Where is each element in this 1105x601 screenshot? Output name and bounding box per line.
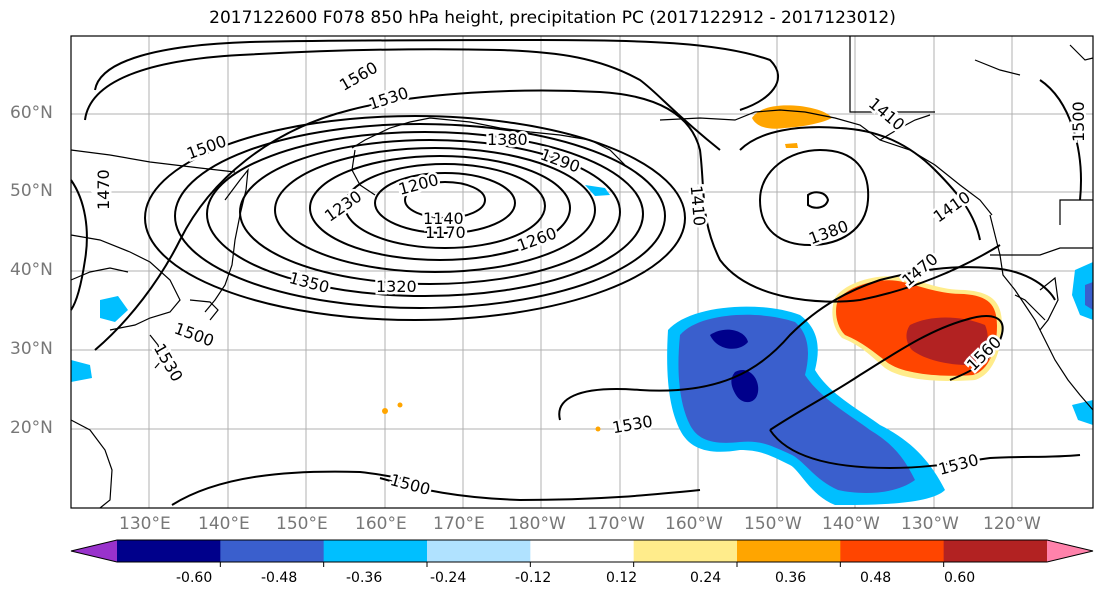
contour-label: 1470	[94, 169, 113, 210]
lat-label: 60°N	[10, 103, 53, 123]
colorbar-tick-label: -0.36	[346, 570, 383, 586]
colorbar-tick-label: 0.12	[606, 570, 638, 586]
lon-label: 140°W	[822, 514, 880, 534]
colorbar-cell	[323, 540, 428, 562]
lat-label: 20°N	[10, 418, 53, 438]
contour-label: 1170	[425, 223, 466, 242]
height-contours	[70, 38, 1082, 506]
colorbar-tick-label: -0.60	[176, 570, 213, 586]
colorbar-tick-label: 0.60	[944, 570, 976, 586]
lon-label: 150°E	[276, 514, 328, 534]
map-title: 2017122600 F078 850 hPa height, precipit…	[209, 8, 896, 28]
colorbar-cell	[943, 540, 1048, 562]
contour-label: 1140	[423, 209, 464, 228]
precip-positive	[382, 105, 1002, 432]
lat-label: 50°N	[10, 181, 53, 201]
colorbar	[70, 539, 1094, 567]
colorbar-tick-label: -0.12	[515, 570, 552, 586]
lon-label: 170°E	[433, 514, 485, 534]
colorbar-tick-label: 0.48	[860, 570, 892, 586]
lon-label: 180°W	[508, 514, 566, 534]
colorbar-cell	[117, 540, 221, 562]
lon-label: 150°W	[744, 514, 802, 534]
colorbar-tick-label: -0.24	[430, 570, 467, 586]
colorbar-cell	[530, 540, 635, 562]
lon-label: 170°W	[587, 514, 645, 534]
contour-label: 1320	[376, 277, 417, 296]
lon-label: 160°W	[665, 514, 723, 534]
lon-label: 130°E	[119, 514, 171, 534]
lon-label: 120°W	[983, 514, 1041, 534]
colorbar-tick-label: -0.48	[261, 570, 298, 586]
lat-label: 30°N	[10, 339, 53, 359]
colorbar-cell	[427, 540, 531, 562]
contour-label: 1500	[1069, 101, 1088, 142]
lat-label: 40°N	[10, 260, 53, 280]
colorbar-cell	[633, 540, 738, 562]
colorbar-extend-high	[1047, 540, 1093, 562]
colorbar-tick-label: 0.36	[775, 570, 807, 586]
colorbar-tick-label: 0.24	[690, 570, 722, 586]
lon-label: 140°E	[198, 514, 250, 534]
colorbar-cell	[220, 540, 325, 562]
contour-label: 1380	[487, 130, 528, 149]
colorbar-cell	[737, 540, 841, 562]
precip-negative	[71, 185, 1093, 505]
lon-label: 160°E	[355, 514, 407, 534]
colorbar-cell	[840, 540, 945, 562]
coastlines	[70, 36, 1094, 509]
colorbar-extend-low	[71, 540, 117, 562]
contour-label: 1410	[687, 185, 709, 227]
lon-label: 130°W	[901, 514, 959, 534]
